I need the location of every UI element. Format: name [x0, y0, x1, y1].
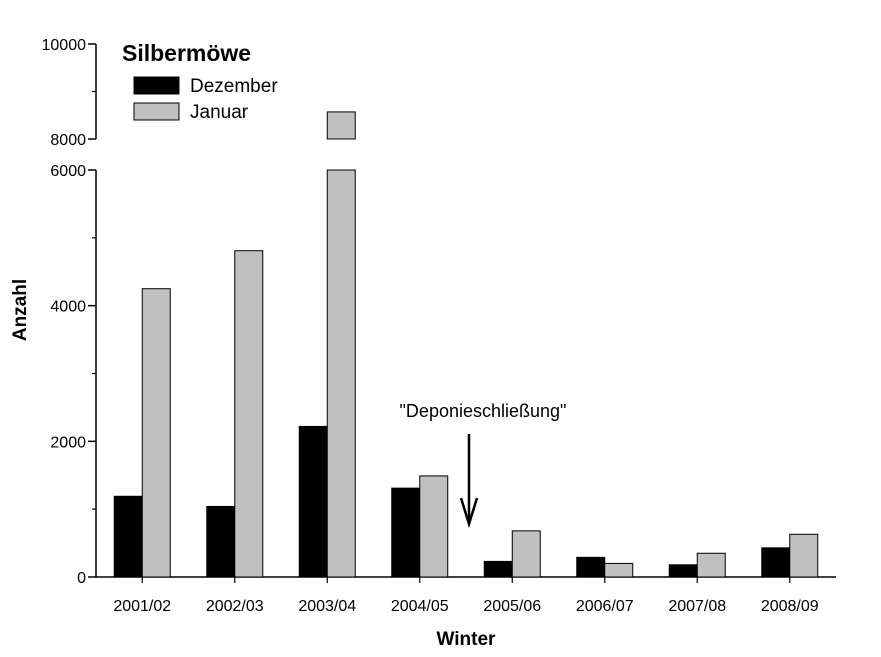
- x-tick-label: 2002/03: [206, 598, 264, 615]
- legend-swatch-dezember: [133, 76, 180, 95]
- bar-januar-2005-06: [511, 530, 541, 578]
- bar-dezember-2008-09: [761, 547, 791, 578]
- y-tick-label: 8000: [50, 132, 86, 149]
- bar-januar-2001-02: [141, 288, 171, 578]
- bar-dezember-2001-02: [113, 495, 143, 578]
- y-axis-title: Anzahl: [10, 279, 31, 341]
- bar-dezember-2005-06: [483, 560, 513, 578]
- x-tick-label: 2001/02: [113, 598, 171, 615]
- bar-januar-2004-05: [419, 475, 449, 578]
- annotation-arrow-head: [459, 497, 479, 529]
- bar-dezember-2003-04: [298, 425, 328, 578]
- bar-januar-2003-04-lower: [326, 169, 356, 578]
- bar-januar-2003-04-upper: [326, 111, 356, 140]
- bar-dezember-2004-05: [391, 487, 421, 578]
- y-tick-labels: 0 2000 4000 6000 8000 10000: [42, 37, 87, 587]
- bar-januar-2007-08: [696, 552, 726, 578]
- bars: [113, 111, 819, 578]
- x-tick-label: 2006/07: [576, 598, 634, 615]
- x-tick-label: 2007/08: [668, 598, 726, 615]
- legend-swatch-januar: [133, 102, 180, 121]
- annotation: "Deponieschließung": [400, 401, 567, 529]
- y-tick-label: 2000: [50, 434, 86, 451]
- bar-januar-2002-03: [234, 250, 264, 578]
- x-axis-title: Winter: [437, 629, 497, 650]
- bar-januar-2008-09: [789, 533, 819, 578]
- bar-dezember-2006-07: [576, 556, 606, 578]
- y-tick-label: 10000: [42, 37, 87, 54]
- annotation-text: "Deponieschließung": [400, 401, 567, 421]
- y-tick-label: 6000: [50, 163, 86, 180]
- bar-januar-2006-07: [604, 562, 634, 578]
- x-tick-label: 2004/05: [391, 598, 449, 615]
- y-tick-label: 4000: [50, 299, 86, 316]
- legend-label-januar: Januar: [190, 102, 249, 123]
- x-tick-labels: 2001/02 2002/03 2003/04 2004/05 2005/06 2006/…: [113, 598, 818, 615]
- bar-dezember-2002-03: [206, 505, 236, 578]
- x-tick-label: 2003/04: [298, 598, 356, 615]
- legend-title: Silbermöwe: [122, 40, 251, 66]
- x-tick-label: 2008/09: [761, 598, 819, 615]
- legend: Silbermöwe Dezember Januar: [122, 40, 278, 123]
- y-tick-label: 0: [77, 570, 86, 587]
- legend-label-dezember: Dezember: [190, 76, 278, 97]
- bar-dezember-2007-08: [668, 564, 698, 578]
- x-tick-label: 2005/06: [483, 598, 541, 615]
